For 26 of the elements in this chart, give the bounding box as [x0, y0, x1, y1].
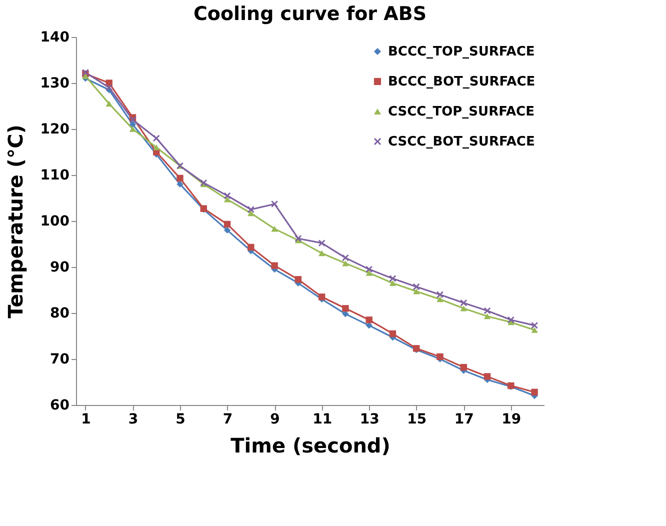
x-tick-label: 9 — [270, 412, 280, 428]
x-tick-label: 17 — [454, 412, 474, 428]
y-tick-label: 140 — [40, 30, 70, 46]
x-tick-label: 15 — [407, 412, 427, 428]
y-tick-label: 70 — [50, 352, 70, 368]
y-tick-label: 80 — [50, 306, 70, 322]
y-tick-label: 120 — [40, 122, 70, 138]
legend-label: CSCC_TOP_SURFACE — [388, 104, 534, 120]
x-tick-label: 5 — [176, 412, 186, 428]
x-tick-label: 3 — [128, 412, 138, 428]
y-tick-label: 90 — [50, 260, 70, 276]
y-tick-label: 100 — [40, 214, 70, 230]
x-tick-label: 1 — [81, 412, 91, 428]
x-axis-title: Time (second) — [230, 434, 390, 458]
y-tick-label: 60 — [50, 398, 70, 414]
legend-label: CSCC_BOT_SURFACE — [388, 134, 535, 150]
legend-label: BCCC_TOP_SURFACE — [388, 44, 535, 60]
chart-title: Cooling curve for ABS — [193, 3, 427, 25]
x-tick-label: 13 — [360, 412, 380, 428]
x-tick-label: 7 — [222, 412, 233, 428]
legend-label: BCCC_BOT_SURFACE — [388, 74, 536, 90]
x-tick-label: 11 — [312, 412, 332, 428]
y-tick-label: 130 — [40, 76, 70, 92]
y-tick-label: 110 — [40, 168, 70, 184]
y-axis-title: Temperature (°C) — [3, 124, 28, 318]
x-tick-label: 19 — [502, 412, 522, 428]
